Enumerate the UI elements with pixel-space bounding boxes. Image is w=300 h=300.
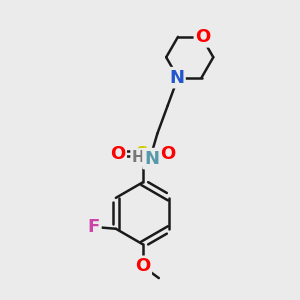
- Text: F: F: [88, 218, 100, 236]
- Text: N: N: [169, 69, 184, 87]
- Text: N: N: [144, 150, 159, 168]
- Text: O: O: [135, 257, 150, 275]
- Text: O: O: [195, 28, 211, 46]
- Text: H: H: [132, 150, 145, 165]
- Text: O: O: [110, 145, 125, 163]
- Text: O: O: [160, 145, 175, 163]
- Text: S: S: [136, 145, 149, 163]
